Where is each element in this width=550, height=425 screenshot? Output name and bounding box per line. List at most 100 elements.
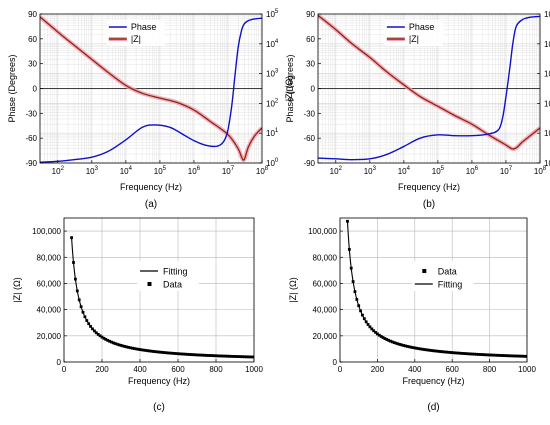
data-point (74, 277, 77, 281)
legend-label-data: Data (438, 267, 457, 277)
data-point (165, 351, 168, 355)
data-point (398, 343, 402, 346)
y-tick-label-right: 104 (266, 39, 279, 49)
data-point (199, 353, 203, 357)
data-point (174, 352, 178, 355)
x-tick-label: 107 (222, 166, 235, 176)
data-point (172, 352, 176, 355)
x-tick-label: 200 (371, 365, 385, 374)
fitting-line (71, 237, 254, 358)
y-tick-label-right-base: 10 (266, 159, 275, 168)
data-point (428, 348, 432, 352)
y-tick-label-right-exp: 2 (275, 98, 279, 104)
data-point (420, 347, 424, 351)
x-tick-label-exp: 4 (129, 166, 133, 172)
phase-line (40, 17, 262, 163)
legend-label-data: Data (163, 280, 182, 290)
data-point (161, 351, 165, 354)
data-point (525, 354, 527, 358)
x-tick-label: 103 (364, 166, 377, 176)
panel-label: (d) (427, 402, 439, 413)
y-tick-label: 100,000 (32, 227, 61, 236)
x-tick-label-exp: 2 (339, 166, 343, 172)
data-point (381, 336, 385, 339)
data-point (212, 354, 216, 358)
data-point (208, 354, 212, 357)
y-tick-label: 60,000 (37, 279, 62, 288)
data-point (169, 351, 172, 355)
data-point (188, 353, 191, 356)
x-tick-label: 0 (62, 365, 67, 374)
data-point (210, 354, 214, 358)
data-point (430, 349, 434, 352)
data-point (184, 352, 187, 356)
data-point (460, 351, 463, 355)
data-point (439, 350, 443, 353)
phase-line (318, 15, 540, 161)
data-point (355, 298, 359, 301)
data-point (148, 349, 151, 353)
x-tick-label: 107 (500, 166, 513, 176)
x-tick-label-exp: 7 (509, 166, 513, 172)
data-point (508, 354, 512, 358)
y-tick-label-right-exp: 0 (275, 158, 279, 164)
x-tick-label: 108 (534, 166, 547, 176)
x-tick-label-exp: 3 (95, 166, 99, 172)
data-point (134, 347, 138, 351)
y-tick-label-right-exp: 3 (275, 69, 279, 75)
y-tick-label-right: 100 (544, 158, 550, 168)
data-point (157, 350, 161, 354)
data-point (473, 352, 477, 356)
data-point (372, 329, 376, 333)
x-tick-label: 106 (188, 166, 201, 176)
data-point (497, 353, 501, 357)
x-axis-label: Frequency (Hz) (398, 182, 460, 192)
data-point (404, 344, 407, 348)
data-point (155, 350, 159, 354)
x-tick-label: 108 (256, 166, 269, 176)
data-point (231, 355, 235, 358)
data-point (361, 313, 364, 317)
data-point (96, 332, 100, 336)
legend-label-fitting: Fitting (163, 267, 188, 277)
data-point (241, 355, 244, 359)
y-tick-label-right-base: 10 (544, 99, 550, 108)
data-point (362, 317, 366, 321)
legend-box (411, 261, 474, 291)
y-axis-label-left: Phase (Degrees) (285, 54, 295, 122)
legend: Phase |Z| (106, 20, 165, 46)
x-tick-label-base: 10 (364, 167, 373, 176)
x-tick-label: 200 (95, 365, 109, 374)
data-point (387, 338, 391, 342)
panel-c: 0 200 400 600 800 1000 0 20,000 40,000 60,000 80,0… (12, 217, 263, 413)
data-point (463, 352, 467, 355)
panel-label: (c) (153, 402, 165, 413)
data-point (214, 354, 218, 358)
legend-label-impedance: |Z| (409, 34, 419, 44)
data-point (87, 322, 91, 326)
y-tick-label-left: 0 (311, 85, 316, 94)
data-point (180, 352, 184, 356)
data-point (218, 354, 222, 358)
data-point (443, 350, 447, 354)
data-point (370, 327, 374, 331)
data-point (121, 344, 125, 348)
x-tick-label: 104 (398, 166, 411, 176)
data-point (465, 352, 469, 356)
y-tick-label-right-base: 10 (544, 129, 550, 138)
data-point (176, 352, 180, 356)
x-tick-label: 105 (432, 166, 445, 176)
legend-swatch-data (422, 269, 427, 273)
data-point (79, 305, 83, 309)
data-point (248, 355, 252, 359)
y-tick-label-right-base: 10 (266, 10, 275, 19)
data-point (243, 355, 246, 359)
x-tick-label-base: 10 (330, 167, 339, 176)
data-point (112, 341, 115, 345)
data-point (518, 354, 521, 358)
y-tick-label-right: 104 (544, 39, 550, 49)
data-point (100, 335, 104, 339)
data-point (189, 353, 193, 356)
y-tick-label: 40,000 (37, 306, 62, 315)
panel-label: (a) (145, 199, 157, 210)
